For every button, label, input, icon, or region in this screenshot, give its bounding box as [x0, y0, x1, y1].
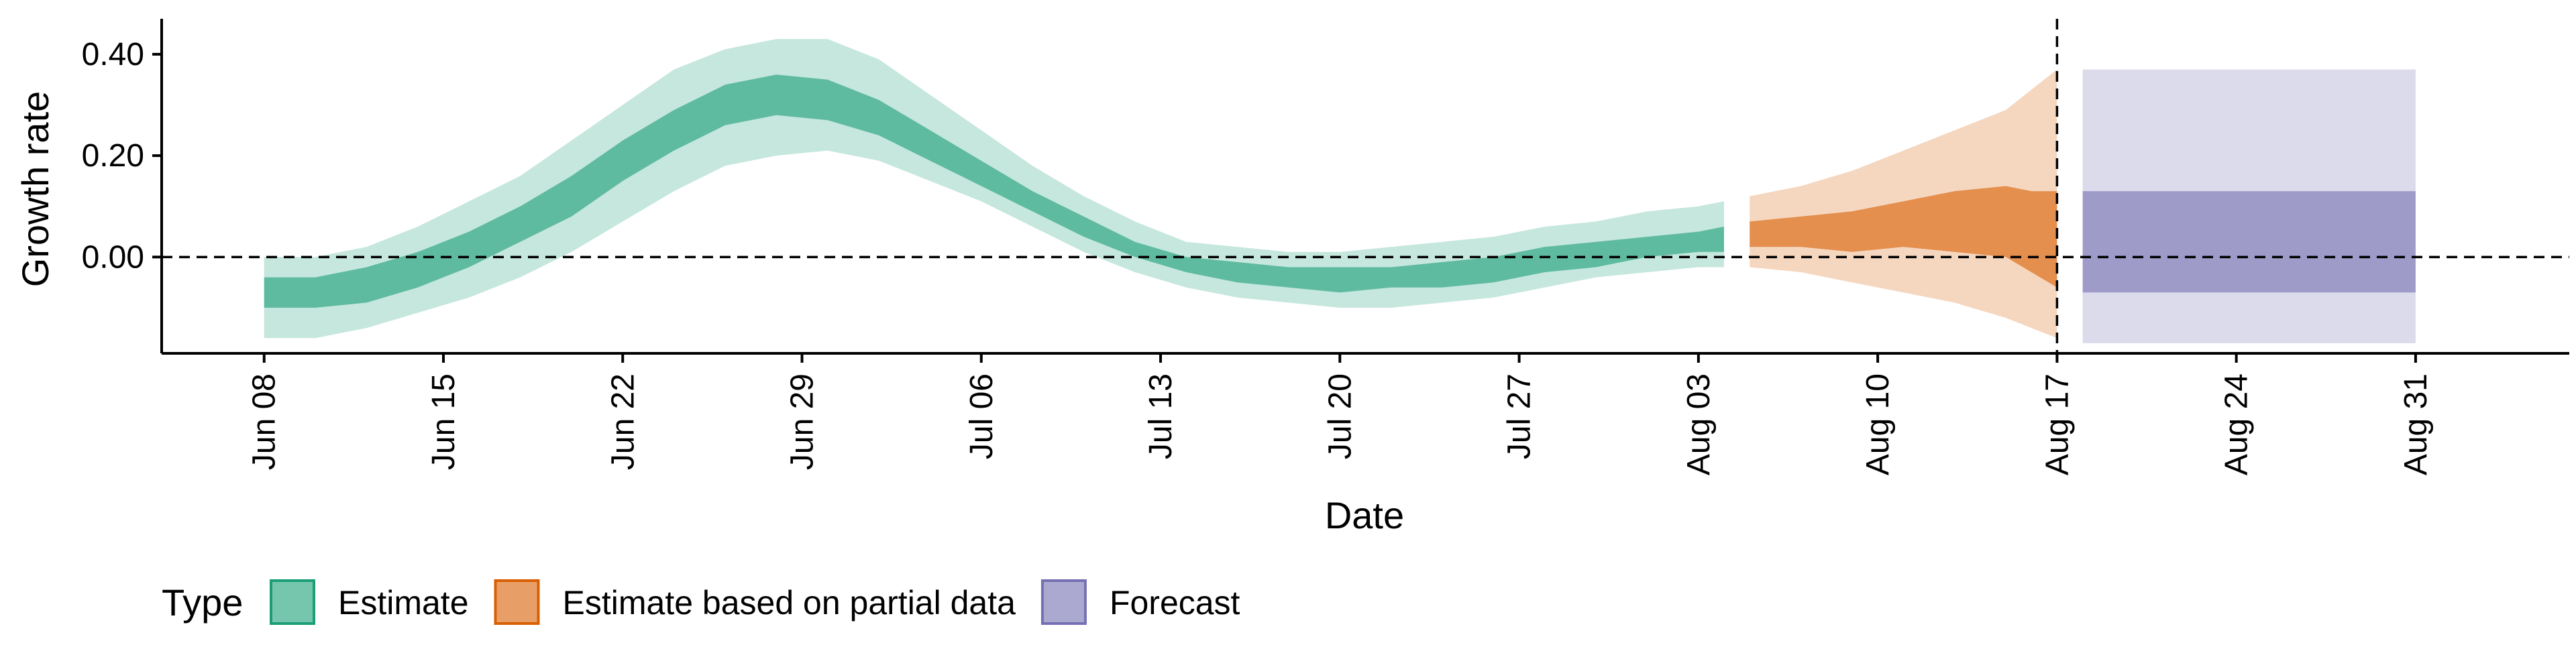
x-tick-label: Aug 03	[1681, 373, 1717, 475]
x-tick-label: Jul 06	[964, 373, 1000, 459]
y-tick-label: 0.20	[82, 138, 144, 174]
y-axis-title: Growth rate	[14, 91, 56, 288]
x-axis-title: Date	[1325, 494, 1404, 536]
legend-swatch	[1040, 579, 1087, 625]
legend-swatch	[270, 579, 315, 625]
x-tick-label: Jul 20	[1322, 373, 1358, 459]
estimate-based-on-partial-data-50-interval	[1750, 186, 2057, 288]
legend-label: Forecast	[1110, 584, 1240, 622]
legend-swatch	[494, 579, 540, 625]
forecast-50-interval	[2082, 191, 2416, 293]
bands-layer	[264, 39, 2416, 343]
x-tick-label: Jul 13	[1143, 373, 1179, 459]
reference-lines	[162, 19, 2569, 353]
y-tick-label: 0.40	[82, 37, 144, 72]
x-tick-label: Jun 08	[247, 373, 282, 470]
x-tick-label: Jun 15	[426, 373, 462, 470]
legend-label: Estimate	[338, 584, 469, 622]
y-tick-label: 0.00	[82, 239, 144, 275]
axes: 0.00 0.20 0.40 Jun 08 Jun 15 Jun 22 Jun 29 Jul …	[82, 19, 2569, 475]
legend-item-forecast: Forecast	[1040, 579, 1240, 625]
legend-item-estimate-based-on-partial-data: Estimate based on partial data	[494, 579, 1016, 625]
x-tick-label: Aug 31	[2398, 373, 2434, 475]
legend-title: Type	[162, 581, 243, 624]
x-tick-label: Jun 29	[785, 373, 820, 470]
x-tick-label: Jul 27	[1502, 373, 1538, 459]
x-tick-label: Aug 17	[2039, 373, 2075, 475]
legend: Type Estimate Estimate based on partial da…	[162, 579, 1240, 625]
estimate-50-interval	[264, 74, 1725, 308]
x-tick-label: Aug 10	[1860, 373, 1896, 475]
x-tick-label: Jun 22	[605, 373, 641, 470]
x-tick-label: Aug 24	[2219, 373, 2255, 475]
legend-label: Estimate based on partial data	[563, 584, 1016, 622]
legend-item-estimate: Estimate	[270, 579, 469, 625]
